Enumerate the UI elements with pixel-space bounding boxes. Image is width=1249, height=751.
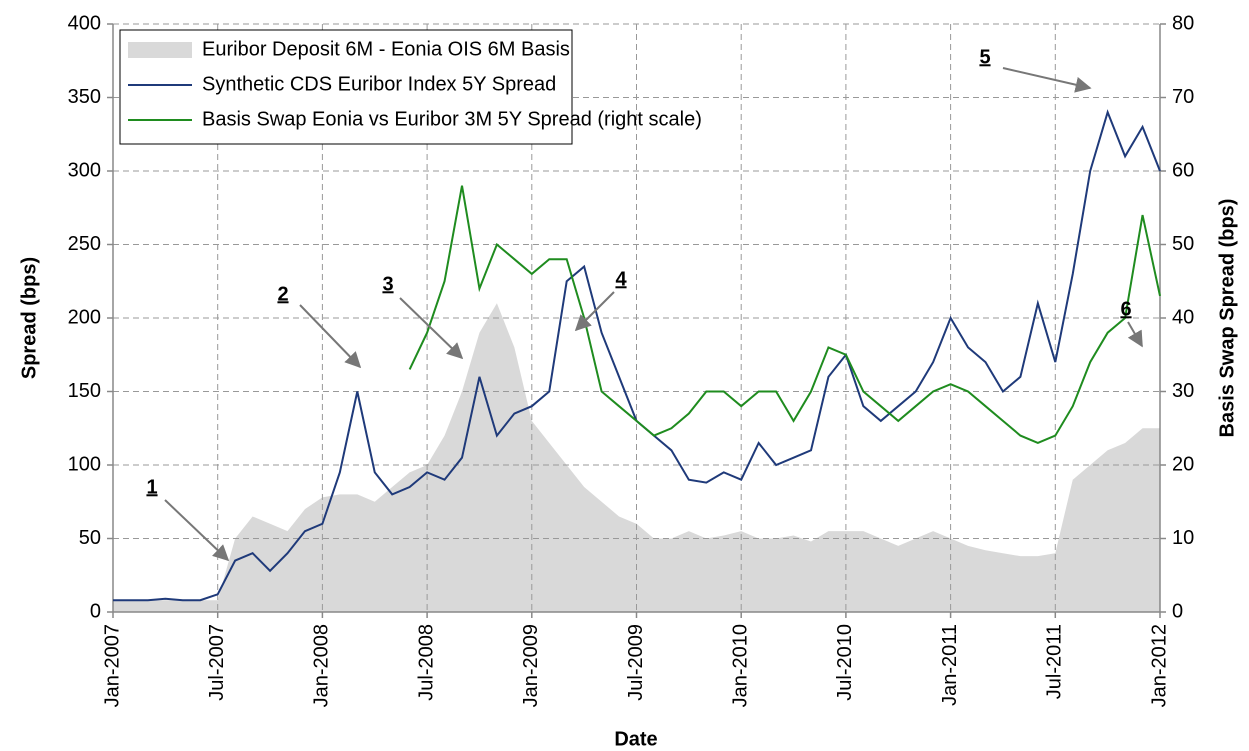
y-tick-label: 350 — [68, 86, 101, 108]
y2-tick-label: 10 — [1172, 527, 1194, 549]
annotation: 5 — [979, 46, 990, 68]
annotation-arrow — [1002, 67, 1092, 93]
y-tick-label: 250 — [68, 233, 101, 255]
y2-tick-label: 80 — [1172, 12, 1194, 34]
y-tick-label: 400 — [68, 12, 101, 34]
annotation: 1 — [146, 476, 157, 498]
y2-tick-label: 0 — [1172, 600, 1183, 622]
annotation-arrow — [399, 297, 464, 360]
x-tick-label: Jan-2007 — [101, 624, 123, 707]
y2-axis-label: Basis Swap Spread (bps) — [1216, 199, 1238, 438]
annotation: 4 — [615, 268, 627, 290]
y2-tick-label: 70 — [1172, 86, 1194, 108]
annotation-arrow — [574, 291, 615, 332]
y2-tick-label: 60 — [1172, 159, 1194, 181]
y-tick-label: 200 — [68, 306, 101, 328]
x-tick-label: Jul-2011 — [1044, 624, 1066, 699]
annotation: 3 — [382, 273, 393, 295]
y-axis-label: Spread (bps) — [18, 257, 40, 379]
legend-swatch — [128, 42, 192, 58]
annotation-arrow — [164, 499, 230, 562]
x-tick-label: Jan-2010 — [729, 624, 751, 707]
y2-tick-label: 40 — [1172, 306, 1194, 328]
legend-box — [119, 29, 573, 145]
y-tick-label: 300 — [68, 159, 101, 181]
x-tick-label: Jan-2008 — [311, 624, 333, 707]
area — [113, 303, 1160, 612]
y-tick-label: 150 — [68, 380, 101, 402]
x-tick-label: Jul-2008 — [415, 624, 437, 701]
x-tick-label: Jan-2009 — [520, 624, 542, 707]
x-tick-label: Jan-2012 — [1148, 624, 1170, 707]
y2-tick-label: 30 — [1172, 380, 1194, 402]
y-tick-label: 50 — [79, 527, 101, 549]
x-tick-label: Jul-2009 — [625, 624, 647, 701]
annotation: 2 — [277, 283, 288, 305]
annotation: 6 — [1120, 298, 1131, 320]
x-tick-label: Jul-2007 — [206, 624, 228, 701]
annotation-arrow — [299, 304, 362, 369]
legend-label: Basis Swap Eonia vs Euribor 3M 5Y Spread… — [202, 108, 702, 130]
x-tick-label: Jan-2011 — [939, 624, 961, 706]
legend-label: Euribor Deposit 6M - Eonia OIS 6M Basis — [202, 38, 570, 60]
y2-tick-label: 50 — [1172, 233, 1194, 255]
x-tick-label: Jul-2010 — [834, 624, 856, 701]
line — [408, 185, 1161, 445]
y-tick-label: 100 — [68, 453, 101, 475]
y2-tick-label: 20 — [1172, 453, 1194, 475]
annotation-arrow — [1127, 321, 1143, 348]
y-tick-label: 0 — [90, 600, 101, 622]
legend-label: Synthetic CDS Euribor Index 5Y Spread — [202, 73, 556, 95]
x-axis-label: Date — [614, 728, 657, 750]
legend: Euribor Deposit 6M - Eonia OIS 6M Basis S… — [119, 29, 702, 145]
